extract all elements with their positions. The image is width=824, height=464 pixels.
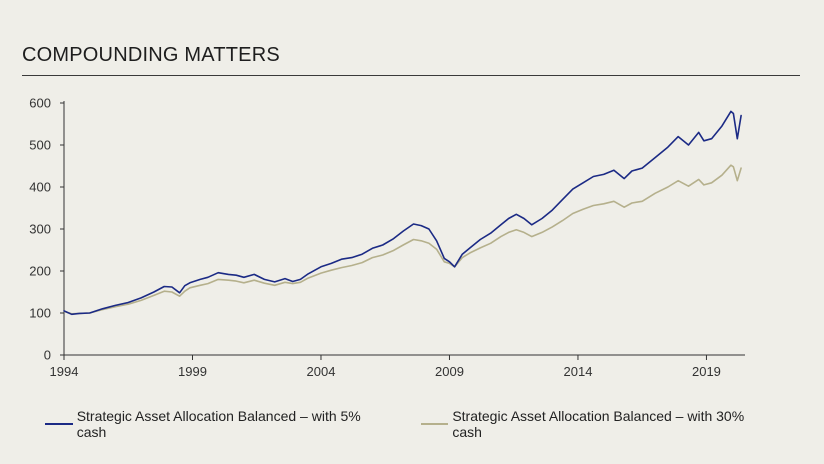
legend-label-5pct-cash: Strategic Asset Allocation Balanced – wi… — [76, 408, 361, 440]
y-tick-label: 600 — [29, 96, 51, 111]
y-tick-label: 500 — [29, 138, 51, 153]
x-axis: 1994 1999 2004 2009 2014 2019 — [50, 354, 745, 379]
legend-swatch-30pct-cash — [420, 423, 449, 425]
y-axis: 0 100 200 300 400 500 600 — [29, 96, 65, 363]
y-tick-label: 100 — [29, 306, 51, 321]
legend-swatch-5pct-cash — [45, 423, 73, 425]
x-tick-label: 2004 — [307, 364, 336, 379]
legend-item-5pct-cash: Strategic Asset Allocation Balanced – wi… — [45, 408, 391, 440]
line-chart: 0 100 200 300 400 500 600 1994 1999 2004 2009 2014… — [29, 96, 745, 379]
x-tick-label: 2009 — [435, 364, 464, 379]
legend-item-30pct-cash: Strategic Asset Allocation Balanced – wi… — [420, 408, 774, 440]
y-tick-label: 400 — [29, 180, 51, 195]
y-tick-label: 0 — [44, 348, 51, 363]
x-tick-label: 2019 — [692, 364, 721, 379]
series-layer — [63, 110, 742, 316]
legend: Strategic Asset Allocation Balanced – wi… — [45, 408, 804, 440]
series-line-30pct-cash — [63, 164, 742, 315]
x-tick-label: 2014 — [564, 364, 593, 379]
series-line-5pct-cash — [63, 110, 742, 316]
x-tick-label: 1994 — [50, 364, 79, 379]
y-tick-label: 300 — [29, 222, 51, 237]
title-divider — [22, 75, 800, 76]
legend-label-30pct-cash: Strategic Asset Allocation Balanced – wi… — [452, 408, 745, 440]
y-tick-label: 200 — [29, 264, 51, 279]
chart-title: COMPOUNDING MATTERS — [22, 44, 280, 66]
x-tick-label: 1999 — [178, 364, 207, 379]
